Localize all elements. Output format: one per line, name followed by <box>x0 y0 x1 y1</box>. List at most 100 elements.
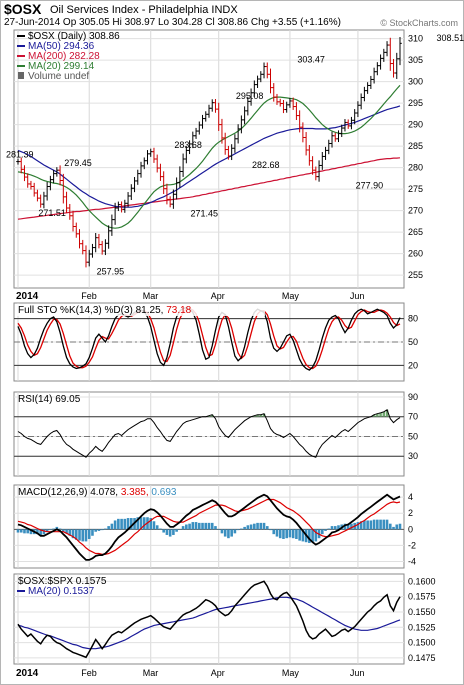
macd-histogram-bar <box>369 520 373 530</box>
chart-symbol: $OSX <box>4 1 42 17</box>
macd-histogram-bar <box>49 529 52 531</box>
macd-histogram-bar <box>204 522 208 530</box>
stochastic-title: Full STO %K(14,3) %D(3) 81.25, 73.18 <box>18 305 192 316</box>
macd-histogram-bar <box>256 522 259 530</box>
ratio-panel <box>13 573 405 665</box>
bottom-month-label-apr: Apr <box>211 668 225 678</box>
macd-axis-tick-label: -2 <box>408 540 416 550</box>
macd-histogram-bar <box>120 518 123 530</box>
macd-histogram-bar <box>223 529 227 537</box>
macd-histogram-bar <box>262 522 266 530</box>
macd-axis-tick-label: -4 <box>408 557 416 567</box>
macd-histogram-bar <box>230 529 233 537</box>
macd-histogram-bar <box>123 518 127 530</box>
price-axis-tick-label: 305 <box>408 55 423 65</box>
ratio-axis-tick-label: 0.1500 <box>408 638 436 648</box>
macd-histogram-bar <box>285 529 288 539</box>
macd-histogram-bar <box>130 518 133 530</box>
price-annotation-279-45: 279.45 <box>64 158 92 168</box>
macd-axis-tick-label: 2 <box>408 508 413 518</box>
macd-histogram-bar <box>78 529 81 541</box>
price-axis-tick-label: 265 <box>408 227 423 237</box>
macd-histogram-bar <box>333 526 337 530</box>
macd-histogram-bar <box>94 529 97 532</box>
legend-entry-2: MA(200) 282.28 <box>28 51 100 62</box>
bottom-month-label-2014: 2014 <box>16 668 39 679</box>
macd-histogram-bar <box>110 523 114 530</box>
macd-signal-line <box>17 498 401 555</box>
rsi-line <box>17 409 401 458</box>
bottom-month-label-jun: Jun <box>350 668 365 678</box>
macd-histogram-bar <box>327 528 331 530</box>
price-annotation-295-08: 295.08 <box>236 91 264 101</box>
macd-title: MACD(12,26,9) 4.078, 3.385, 0.693 <box>18 487 177 498</box>
macd-histogram-bar <box>282 529 285 539</box>
macd-histogram-bar <box>185 524 188 530</box>
price-month-label-2014: 2014 <box>16 291 39 302</box>
macd-histogram-bar <box>117 518 120 530</box>
macd-histogram-bar <box>74 529 78 540</box>
macd-histogram-bar <box>240 528 243 530</box>
price-annotation-303-47: 303.47 <box>297 55 325 65</box>
price-annotation-271-51: 271.51 <box>38 208 66 218</box>
macd-histogram-bar <box>314 529 318 542</box>
macd-histogram-bar <box>91 529 94 536</box>
macd-histogram-bar <box>291 529 295 539</box>
macd-histogram-bar <box>217 529 221 530</box>
macd-histogram-bar <box>136 517 140 530</box>
macd-histogram-bar <box>388 523 392 530</box>
macd-histogram-bar <box>181 526 185 530</box>
macd-histogram-bar <box>382 519 386 530</box>
macd-histogram-bar <box>168 529 172 537</box>
macd-histogram-bar <box>359 521 363 530</box>
price-axis-tick-label: 270 <box>408 206 423 216</box>
macd-histogram-bar <box>104 528 107 530</box>
price-annotation-277-90: 277.90 <box>356 181 384 191</box>
macd-histogram-bar <box>330 526 334 530</box>
macd-histogram-bar <box>201 522 204 530</box>
legend-volume-swatch <box>18 72 24 79</box>
ratio-ma-line <box>17 596 401 650</box>
macd-histogram-bar <box>191 522 195 530</box>
macd-histogram-bar <box>29 529 33 535</box>
macd-histogram-bar <box>107 526 110 530</box>
macd-histogram-bar <box>139 517 143 530</box>
macd-histogram-bar <box>16 529 20 533</box>
price-month-label-may: May <box>282 291 300 301</box>
macd-histogram-bar <box>337 525 340 530</box>
rsi-title: RSI(14) 69.05 <box>18 394 81 405</box>
ratio-axis-tick-label: 0.1600 <box>408 576 436 586</box>
ratio-axis-tick-label: 0.1575 <box>408 592 436 602</box>
price-annotation-281-39: 281.39 <box>6 150 34 160</box>
price-month-label-jun: Jun <box>350 291 365 301</box>
macd-histogram-bar <box>220 529 224 534</box>
ratio-axis-tick-label: 0.1475 <box>408 653 436 663</box>
macd-histogram-bar <box>243 526 246 530</box>
macd-histogram-bar <box>249 524 253 530</box>
macd-histogram-bar <box>207 522 211 530</box>
macd-histogram-bar <box>188 523 191 530</box>
macd-histogram-bar <box>165 529 169 535</box>
macd-histogram-bar <box>272 529 276 535</box>
ma20-line <box>17 84 401 229</box>
macd-histogram-bar <box>395 524 399 530</box>
price-month-label-apr: Apr <box>211 291 225 301</box>
macd-histogram-bar <box>233 529 237 534</box>
macd-histogram-bar <box>366 520 369 530</box>
macd-histogram-bar <box>214 526 217 530</box>
price-annotation-282-68: 282.68 <box>252 160 280 170</box>
macd-histogram-bar <box>113 520 117 530</box>
legend-entry-1: MA(50) 294.36 <box>28 41 95 52</box>
macd-histogram-bar <box>343 523 347 530</box>
macd-histogram-bar <box>356 522 360 530</box>
macd-histogram-bar <box>152 521 156 530</box>
macd-histogram-bar <box>68 529 72 536</box>
macd-histogram-bar <box>385 519 389 530</box>
macd-histogram-bar <box>87 529 91 539</box>
macd-histogram-bar <box>236 529 240 531</box>
macd-histogram-bar <box>149 518 153 530</box>
macd-histogram-bar <box>379 519 382 530</box>
price-axis-tick-label: 280 <box>408 163 423 173</box>
price-annotation-283-68: 283.68 <box>174 140 202 150</box>
price-axis-tick-label: 295 <box>408 98 423 108</box>
